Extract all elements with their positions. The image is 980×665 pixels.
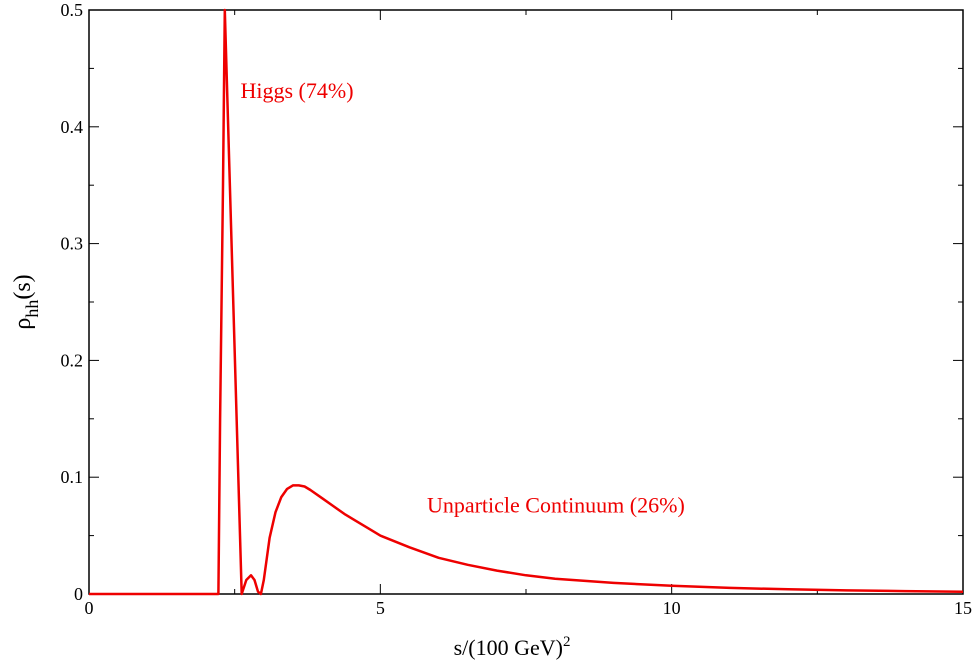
y-tick-label: 0.4 xyxy=(61,117,84,137)
y-tick-label: 0 xyxy=(74,584,83,604)
series-line-0 xyxy=(89,8,964,596)
x-tick-label: 5 xyxy=(376,598,385,618)
x-axis-label: s/(100 GeV)2 xyxy=(454,634,571,660)
series-group xyxy=(89,8,964,596)
x-tick-label: 0 xyxy=(85,598,94,618)
y-axis-label-subscript: hh xyxy=(22,300,42,318)
y-tick-label: 0.1 xyxy=(61,467,84,487)
annotation-1: Unparticle Continuum (26%) xyxy=(427,492,685,517)
y-axis-label-suffix: (s) xyxy=(10,274,36,299)
x-axis-label-main: s/(100 GeV) xyxy=(454,635,563,660)
y-axis-label: ρhh(s) xyxy=(10,274,42,329)
x-tick-label: 10 xyxy=(663,598,681,618)
y-tick-label: 0.5 xyxy=(61,0,84,20)
annotation-group: Higgs (74%) Unparticle Continuum (26%) xyxy=(240,78,684,518)
tick-group: 0 5 10 15 0 0.1 0.2 0.3 0.4 0.5 xyxy=(61,0,973,618)
x-axis-label-superscript: 2 xyxy=(563,634,571,650)
y-tick-label: 0.3 xyxy=(61,234,84,254)
y-tick-label: 0.2 xyxy=(61,350,84,370)
x-tick-label: 15 xyxy=(954,598,972,618)
y-axis-label-main: ρ xyxy=(10,318,36,330)
annotation-0: Higgs (74%) xyxy=(240,78,353,103)
